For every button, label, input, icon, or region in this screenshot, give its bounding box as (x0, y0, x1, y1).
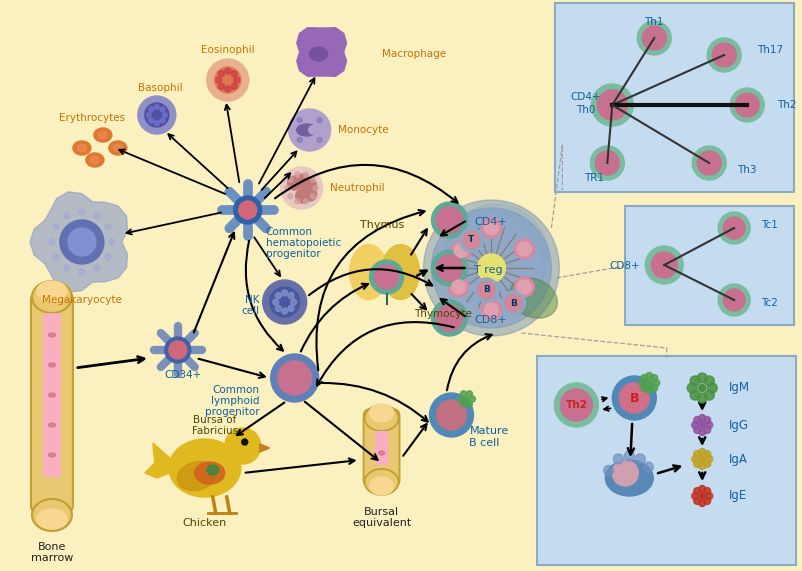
Circle shape (231, 83, 237, 90)
Circle shape (436, 255, 463, 281)
Text: Thymus: Thymus (360, 220, 405, 230)
Text: CD8+: CD8+ (475, 315, 507, 325)
FancyBboxPatch shape (43, 313, 61, 477)
Circle shape (79, 269, 85, 275)
Text: Th2: Th2 (565, 400, 587, 410)
Text: B: B (630, 392, 639, 404)
Circle shape (290, 299, 297, 305)
Text: Bone: Bone (38, 542, 66, 552)
Circle shape (624, 451, 634, 461)
Circle shape (289, 109, 330, 151)
Circle shape (641, 384, 648, 392)
Text: IgM: IgM (729, 381, 750, 395)
Text: TR1: TR1 (585, 173, 605, 183)
Circle shape (504, 294, 522, 312)
Circle shape (612, 376, 656, 420)
FancyBboxPatch shape (375, 431, 388, 465)
Circle shape (460, 401, 467, 407)
Circle shape (638, 380, 646, 387)
Text: Th2: Th2 (777, 100, 796, 110)
Circle shape (218, 83, 225, 90)
Ellipse shape (195, 462, 225, 484)
Circle shape (288, 292, 294, 299)
Circle shape (313, 186, 318, 191)
Circle shape (303, 199, 309, 204)
Circle shape (463, 231, 480, 249)
Circle shape (514, 239, 534, 259)
Text: Fabricius: Fabricius (192, 426, 238, 436)
Circle shape (109, 239, 115, 245)
Circle shape (273, 299, 278, 305)
Text: Macrophage: Macrophage (382, 49, 446, 59)
Circle shape (699, 463, 706, 469)
Circle shape (484, 221, 498, 235)
Circle shape (225, 86, 231, 92)
Circle shape (68, 228, 96, 256)
Circle shape (60, 220, 104, 264)
Circle shape (691, 376, 700, 386)
Text: B: B (510, 299, 516, 308)
Ellipse shape (37, 509, 67, 529)
Circle shape (703, 451, 711, 457)
Circle shape (296, 174, 310, 188)
Circle shape (699, 448, 706, 456)
Text: B cell: B cell (469, 438, 500, 448)
Text: marrow: marrow (30, 553, 73, 563)
Circle shape (647, 380, 652, 385)
Circle shape (700, 423, 705, 428)
Circle shape (431, 250, 468, 286)
Polygon shape (260, 444, 269, 452)
Circle shape (517, 280, 531, 294)
Circle shape (436, 400, 467, 430)
Circle shape (703, 417, 711, 424)
Text: Mature: Mature (469, 426, 508, 436)
Ellipse shape (509, 278, 557, 318)
Text: progenitor: progenitor (265, 249, 320, 259)
Circle shape (703, 497, 711, 504)
Circle shape (269, 287, 300, 317)
Circle shape (650, 375, 658, 381)
Circle shape (448, 277, 468, 297)
Circle shape (281, 167, 322, 209)
Circle shape (168, 341, 187, 359)
Circle shape (94, 213, 100, 219)
Text: IgE: IgE (729, 489, 747, 502)
Ellipse shape (113, 144, 123, 151)
Circle shape (282, 290, 288, 296)
Text: IgA: IgA (729, 452, 748, 465)
Circle shape (275, 292, 282, 299)
Circle shape (699, 415, 706, 421)
Ellipse shape (91, 156, 99, 163)
Circle shape (641, 375, 648, 381)
Ellipse shape (48, 363, 55, 367)
Circle shape (298, 138, 302, 142)
Text: hematopoietic: hematopoietic (265, 238, 341, 248)
Circle shape (460, 391, 467, 397)
Text: NK: NK (245, 295, 260, 305)
Circle shape (288, 194, 293, 199)
Circle shape (296, 189, 310, 203)
Circle shape (288, 177, 293, 182)
Circle shape (442, 218, 541, 318)
Circle shape (444, 204, 549, 308)
Text: Megakaryocyte: Megakaryocyte (42, 295, 122, 305)
Circle shape (730, 88, 764, 122)
Circle shape (317, 118, 322, 123)
Text: Monocyte: Monocyte (338, 125, 388, 135)
Circle shape (703, 460, 711, 468)
Circle shape (704, 376, 715, 386)
Text: Common: Common (265, 227, 313, 237)
Circle shape (303, 172, 309, 177)
Text: IgG: IgG (729, 419, 749, 432)
Circle shape (469, 396, 476, 402)
Ellipse shape (370, 477, 394, 495)
Circle shape (162, 112, 168, 118)
Ellipse shape (379, 451, 385, 455)
Polygon shape (145, 443, 170, 478)
Text: Th1: Th1 (645, 17, 664, 27)
Ellipse shape (310, 47, 328, 61)
Circle shape (707, 38, 741, 72)
Circle shape (699, 384, 706, 392)
Circle shape (706, 421, 713, 428)
